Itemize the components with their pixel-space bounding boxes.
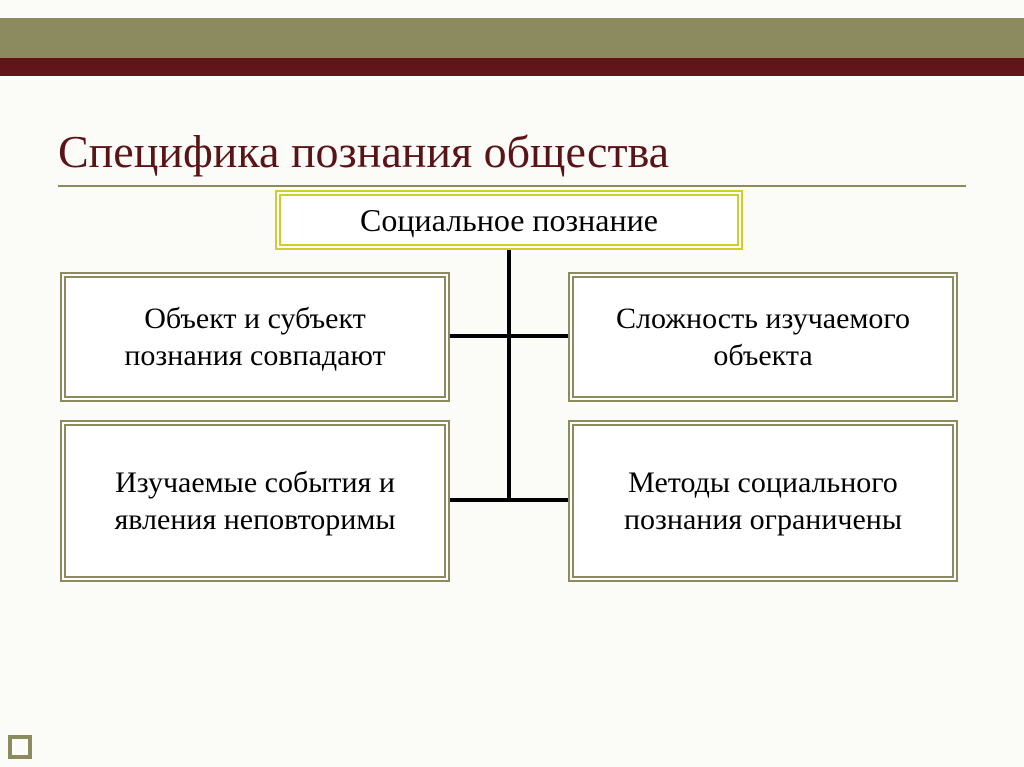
cell-text: Объект и субъект познания совпадают xyxy=(84,300,426,375)
cell-text: Сложность изучаемого объекта xyxy=(592,300,934,375)
cell-text: Методы социального познания ограничены xyxy=(592,464,934,539)
diagram-header-box: Социальное познание xyxy=(275,190,743,250)
diagram-cell-top-right: Сложность изучаемого объекта xyxy=(568,272,958,402)
connector-horizontal-upper xyxy=(450,334,568,338)
slide-title: Специфика познания общества xyxy=(58,125,669,178)
connector-horizontal-lower xyxy=(450,498,568,502)
diagram-cell-bottom-left: Изучаемые события и явления неповторимы xyxy=(60,420,450,582)
cell-text: Изучаемые события и явления неповторимы xyxy=(84,464,426,539)
diagram-cell-top-left: Объект и субъект познания совпадают xyxy=(60,272,450,402)
diagram-cell-bottom-right: Методы социального познания ограничены xyxy=(568,420,958,582)
slide: Специфика познания общества Социальное п… xyxy=(0,0,1024,767)
decor-bar-inner xyxy=(0,58,1024,76)
decor-corner-square xyxy=(8,735,32,759)
decor-bar-outer xyxy=(0,18,1024,58)
diagram-header-text: Социальное познание xyxy=(360,200,658,240)
connector-vertical xyxy=(507,250,511,500)
title-underline xyxy=(58,185,966,187)
